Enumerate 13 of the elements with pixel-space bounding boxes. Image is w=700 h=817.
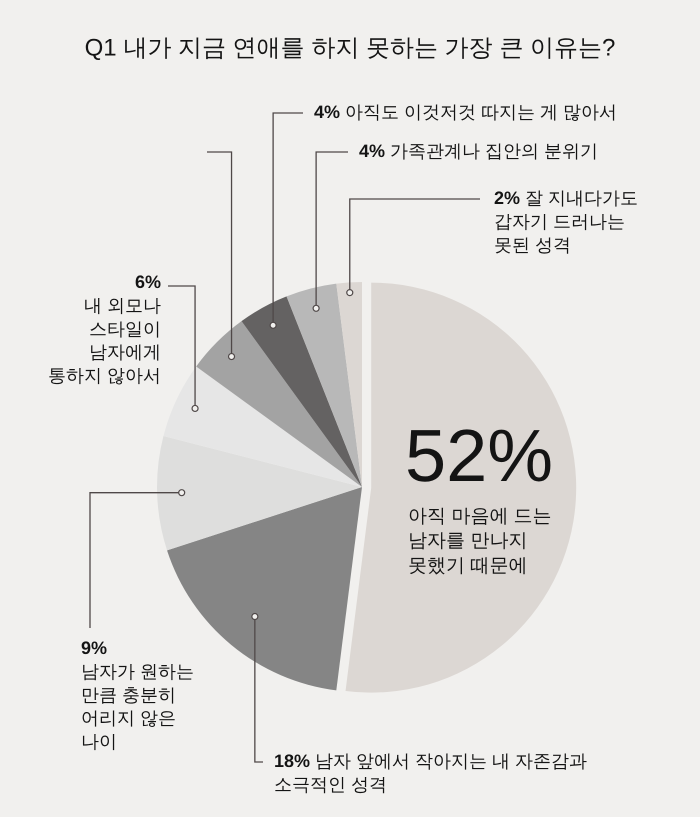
data-label: 2% [494,188,520,208]
data-label: 18% [274,751,310,771]
chart-title: Q1 내가 지금 연애를 하지 못하는 가장 큰 이유는? [84,34,616,62]
slice-label: 남자가 원하는 만큼 충분히 어리지 않은 나이 [81,661,194,752]
data-label: 4% [314,102,340,122]
slice-label: 가족관계나 집안의 분위기 [390,141,598,161]
data-label: 4% [359,141,386,161]
slice-label: 아직 마음에 드는 남자를 만나지 못했기 때문에 [408,506,552,576]
data-label: 52% [405,414,554,497]
data-label: 9% [81,638,108,658]
data-label: 6% [135,272,162,292]
slice-label: 내 외모나 스타일이 남자에게 통하지 않아서 [48,295,162,386]
slice-label: 아직도 이것저것 따지는 게 많아서 [345,102,618,122]
